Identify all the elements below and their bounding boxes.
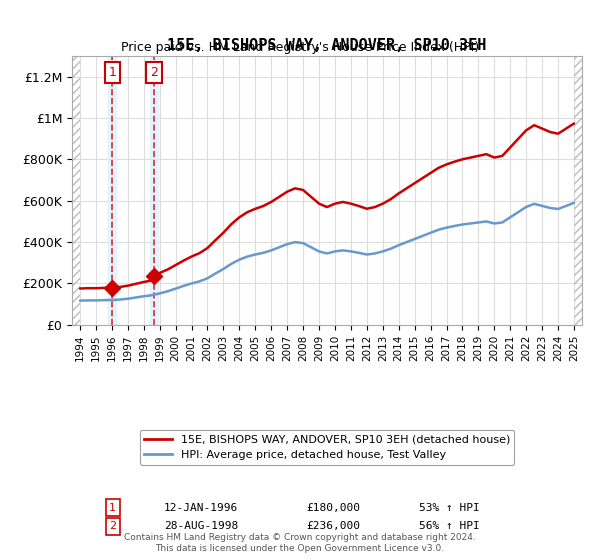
Bar	[574, 56, 582, 325]
Text: Price paid vs. HM Land Registry's House Price Index (HPI): Price paid vs. HM Land Registry's House …	[121, 41, 479, 54]
Text: 53% ↑ HPI: 53% ↑ HPI	[419, 502, 479, 512]
Legend: 15E, BISHOPS WAY, ANDOVER, SP10 3EH (detached house), HPI: Average price, detach: 15E, BISHOPS WAY, ANDOVER, SP10 3EH (det…	[140, 430, 514, 465]
Bar	[109, 56, 116, 325]
Bar	[72, 56, 80, 325]
Bar	[150, 56, 158, 325]
Text: 12-JAN-1996: 12-JAN-1996	[164, 502, 238, 512]
Text: 28-AUG-1998: 28-AUG-1998	[164, 521, 238, 531]
Text: £180,000: £180,000	[307, 502, 361, 512]
Text: £236,000: £236,000	[307, 521, 361, 531]
Text: 56% ↑ HPI: 56% ↑ HPI	[419, 521, 479, 531]
Text: 1: 1	[109, 66, 116, 79]
Title: 15E, BISHOPS WAY, ANDOVER, SP10 3EH: 15E, BISHOPS WAY, ANDOVER, SP10 3EH	[167, 39, 487, 53]
Text: 1: 1	[109, 502, 116, 512]
Text: Contains HM Land Registry data © Crown copyright and database right 2024.
This d: Contains HM Land Registry data © Crown c…	[124, 534, 476, 553]
Text: 2: 2	[109, 521, 116, 531]
Text: 2: 2	[150, 66, 158, 79]
